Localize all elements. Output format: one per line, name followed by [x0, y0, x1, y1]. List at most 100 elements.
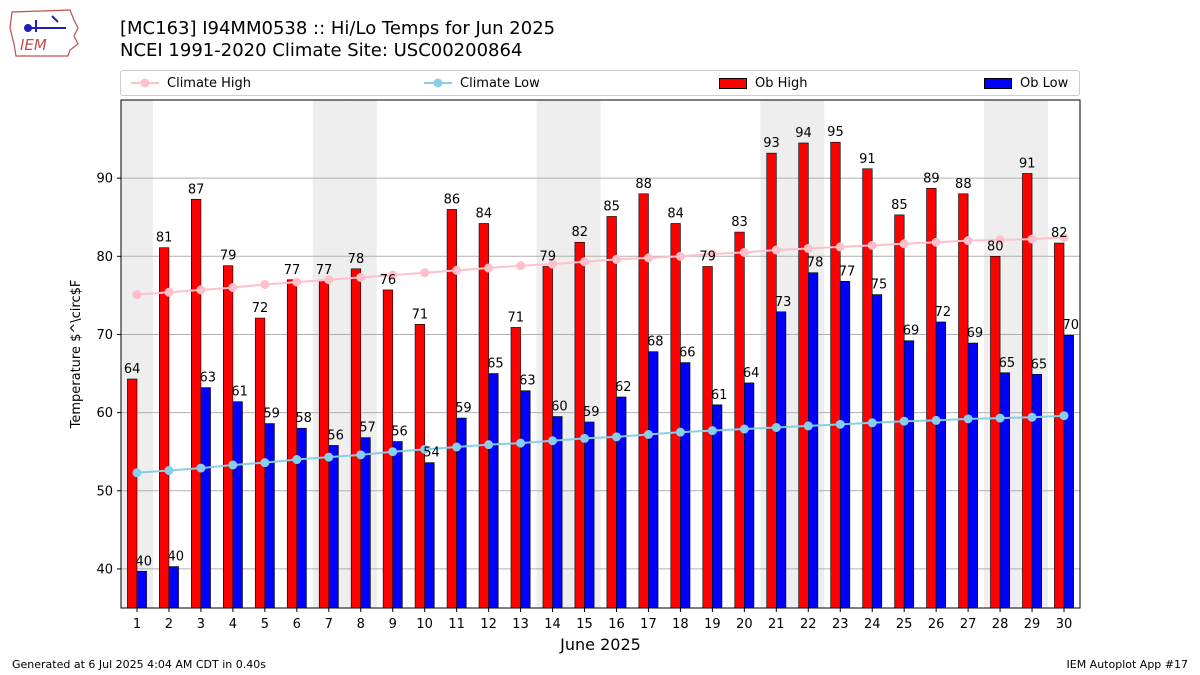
- legend-item-climate-low: Climate Low: [424, 71, 540, 95]
- climate-low-point: [643, 429, 653, 439]
- ob-low-bar: [712, 404, 723, 609]
- x-tick-label: 1: [133, 617, 141, 632]
- ob-high-label: 82: [571, 225, 588, 240]
- ob-low-bar: [328, 445, 339, 609]
- climate-low-point: [324, 452, 334, 462]
- climate-high-point: [995, 235, 1005, 245]
- climate-low-point: [1059, 411, 1069, 421]
- footer-app: IEM Autoplot App #17: [1066, 658, 1189, 671]
- legend-line-swatch: [131, 78, 159, 88]
- ob-low-label: 58: [295, 411, 312, 426]
- ob-high-bar: [350, 268, 362, 609]
- ob-low-bar: [1063, 334, 1074, 609]
- legend-line-swatch: [424, 78, 452, 88]
- ob-high-bar: [222, 265, 234, 609]
- ob-high-label: 91: [1019, 156, 1036, 171]
- x-tick-label: 8: [357, 617, 365, 632]
- x-tick-label: 30: [1056, 617, 1073, 632]
- ob-high-bar: [894, 214, 905, 609]
- y-axis-label: Temperature $^\circ$F: [69, 280, 84, 430]
- iem-logo: IEM: [9, 9, 79, 57]
- ob-low-label: 54: [423, 446, 440, 461]
- ob-high-label: 79: [220, 249, 237, 264]
- climate-low-point: [452, 442, 462, 452]
- ob-low-bar: [488, 373, 499, 609]
- y-tick-label: 80: [96, 250, 113, 265]
- climate-low-point: [707, 426, 717, 436]
- ob-high-bar: [862, 168, 873, 609]
- x-tick-label: 5: [261, 617, 269, 632]
- ob-high-bar: [990, 256, 1001, 609]
- ob-low-bar: [903, 340, 915, 609]
- ob-low-bar: [680, 362, 691, 609]
- ob-low-label: 78: [807, 256, 824, 271]
- climate-low-point: [260, 458, 270, 468]
- ob-low-label: 59: [263, 407, 280, 422]
- ob-low-label: 57: [359, 421, 376, 436]
- climate-high-point: [132, 290, 142, 300]
- climate-high-line: [136, 236, 1065, 296]
- x-axis-label: June 2025: [559, 635, 641, 654]
- ob-low-bar: [999, 372, 1010, 609]
- ob-low-bar: [360, 437, 371, 609]
- x-tick-label: 16: [608, 617, 625, 632]
- x-tick-label: 25: [896, 617, 913, 632]
- climate-high-point: [867, 240, 877, 250]
- ob-low-bar: [807, 272, 819, 609]
- climate-low-point: [675, 427, 685, 437]
- ob-high-bar: [926, 188, 937, 609]
- ob-low-label: 73: [775, 295, 792, 310]
- ob-low-bar: [392, 441, 403, 609]
- climate-high-point: [963, 236, 973, 246]
- ob-low-bar: [296, 427, 307, 609]
- ob-high-label: 88: [955, 177, 972, 192]
- legend-item-climate-high: Climate High: [131, 71, 251, 95]
- ob-low-label: 69: [967, 326, 984, 341]
- ob-low-bar: [967, 342, 979, 609]
- ob-high-label: 84: [667, 206, 684, 221]
- y-tick-label: 50: [96, 484, 113, 499]
- ob-high-bar: [414, 324, 425, 609]
- ob-low-label: 65: [999, 356, 1016, 371]
- ob-low-bar: [776, 311, 787, 609]
- ob-low-label: 64: [743, 366, 760, 381]
- climate-low-point: [580, 433, 590, 443]
- climate-low-point: [739, 424, 749, 434]
- ob-high-label: 81: [156, 231, 173, 246]
- ob-high-bar: [191, 198, 202, 609]
- y-tick-label: 60: [96, 406, 113, 421]
- climate-low-point: [995, 413, 1005, 423]
- ob-high-label: 93: [763, 136, 780, 151]
- climate-high-point: [1059, 233, 1069, 243]
- climate-high-point: [931, 237, 941, 247]
- ob-high-bar: [606, 216, 617, 609]
- climate-high-point: [484, 263, 494, 273]
- ob-low-label: 61: [231, 385, 248, 400]
- x-tick-label: 27: [960, 617, 977, 632]
- climate-low-point: [388, 447, 398, 457]
- ob-low-label: 59: [455, 401, 472, 416]
- plot-frame: [120, 99, 1081, 609]
- ob-low-bar: [935, 321, 947, 609]
- ob-low-label: 61: [711, 388, 728, 403]
- ob-high-bar: [670, 223, 681, 609]
- y-tick-label: 70: [96, 328, 113, 343]
- climate-high-point: [675, 251, 685, 261]
- ob-low-bar: [839, 281, 851, 609]
- climate-high-point: [835, 242, 845, 252]
- x-tick-label: 22: [800, 617, 817, 632]
- x-tick-label: 2: [165, 617, 173, 632]
- ob-low-label: 65: [487, 357, 504, 372]
- ob-high-label: 72: [252, 301, 269, 316]
- x-tick-label: 14: [544, 617, 561, 632]
- legend-bar-swatch: [719, 77, 747, 89]
- ob-high-label: 76: [380, 273, 397, 288]
- ob-high-bar: [766, 152, 777, 609]
- ob-high-bar: [127, 378, 138, 609]
- ob-low-bar: [200, 387, 211, 609]
- ob-low-label: 77: [839, 264, 856, 279]
- x-tick-label: 17: [640, 617, 657, 632]
- climate-low-point: [835, 419, 845, 429]
- ob-low-label: 70: [1063, 318, 1080, 333]
- climate-high-point: [643, 253, 653, 263]
